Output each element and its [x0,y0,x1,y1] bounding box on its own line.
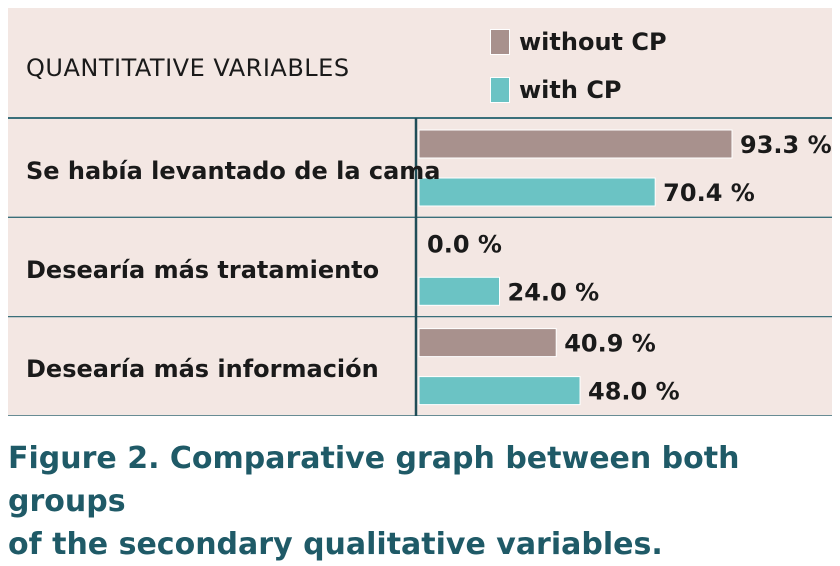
legend-swatch-without-cp [490,29,510,55]
bar-without-cp [418,129,733,159]
legend-label-without-cp: without CP [519,28,667,56]
bar-without-cp [418,328,557,358]
bar-with-cp [418,177,656,207]
category-label-levantado: Se había levantado de la cama [26,157,441,185]
category-label-informacion: Desearía más información [26,355,379,383]
caption-line-1: Figure 2. Comparative graph between both… [8,441,740,519]
value-label-with-cp: 48.0 % [588,378,680,406]
caption-line-2: of the secondary qualitative variables. [8,527,663,562]
bar-with-cp [418,276,501,306]
chart-panel: 93.3 % 70.4 % 0.0 % 24.0 % 40.9 % 48.0 % QUAN… [8,8,832,416]
category-label-tratamiento: Desearía más tratamiento [26,256,380,284]
legend-swatch-with-cp [490,77,510,103]
bar-chart: 93.3 % 70.4 % 0.0 %24.0 % 40.9 % 48.0 % [8,117,832,416]
header-label: QUANTITATIVE VARIABLES [26,54,350,82]
value-label-without-cp: 40.9 % [564,330,656,358]
value-label-without-cp: 93.3 % [740,131,832,159]
value-label-with-cp: 24.0 % [508,278,600,306]
legend-item-without-cp: without CP [490,28,667,56]
value-label-with-cp: 70.4 % [663,179,755,207]
bar-with-cp [418,376,581,406]
legend-item-with-cp: with CP [490,76,622,104]
value-label-without-cp: 0.0 % [427,230,502,258]
legend-label-with-cp: with CP [519,76,622,104]
figure-caption: Figure 2. Comparative graph between both… [8,437,836,566]
